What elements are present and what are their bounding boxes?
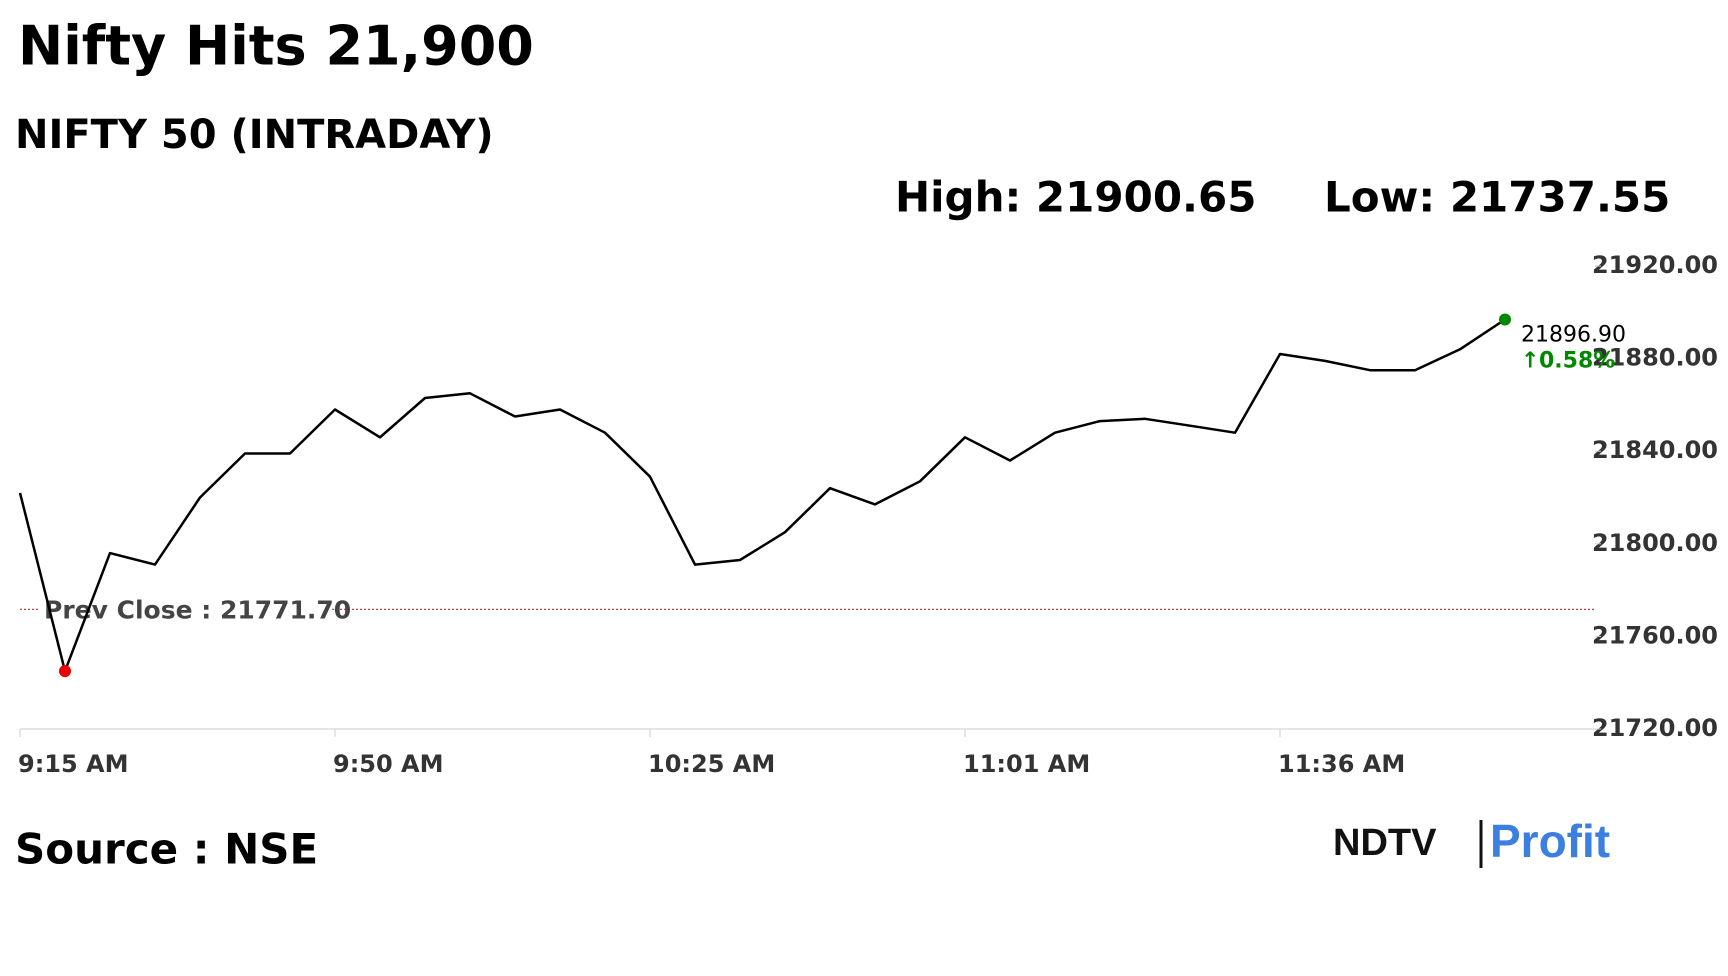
price-line — [18, 318, 1506, 673]
brand-profit: Profit — [1490, 815, 1610, 867]
x-tick-label: 11:36 AM — [1278, 750, 1405, 778]
high: High: 21900.65 — [895, 173, 1256, 222]
title: Nifty Hits 21,900 — [18, 15, 534, 78]
y-tick-label: 21840.00 — [1592, 436, 1718, 464]
y-tick-label: 21880.00 — [1592, 344, 1718, 372]
x-tick-label: 11:01 AM — [963, 750, 1090, 778]
high-dot — [1499, 313, 1511, 326]
last-value-label: 21896.90 — [1521, 322, 1626, 347]
low-dot — [59, 665, 71, 678]
y-tick-label: 21920.00 — [1592, 251, 1718, 279]
x-tick-label: 9:15 AM — [18, 750, 129, 778]
change-arrow: ↑ — [1521, 348, 1539, 373]
y-tick-label: 21760.00 — [1592, 621, 1718, 649]
x-tick-label: 10:25 AM — [648, 750, 775, 778]
subtitle: NIFTY 50 (INTRADAY) — [15, 112, 494, 158]
low: Low: 21737.55 — [1324, 173, 1670, 222]
x-tick-label: 9:50 AM — [333, 750, 444, 778]
prev-close-label: Prev Close : 21771.70 — [44, 595, 351, 624]
change-label: 0.58% — [1539, 348, 1615, 373]
brand: NDTV — [1333, 822, 1437, 864]
y-tick-label: 21720.00 — [1592, 714, 1718, 742]
y-tick-label: 21800.00 — [1592, 529, 1718, 557]
source: Source : NSE — [15, 825, 318, 874]
